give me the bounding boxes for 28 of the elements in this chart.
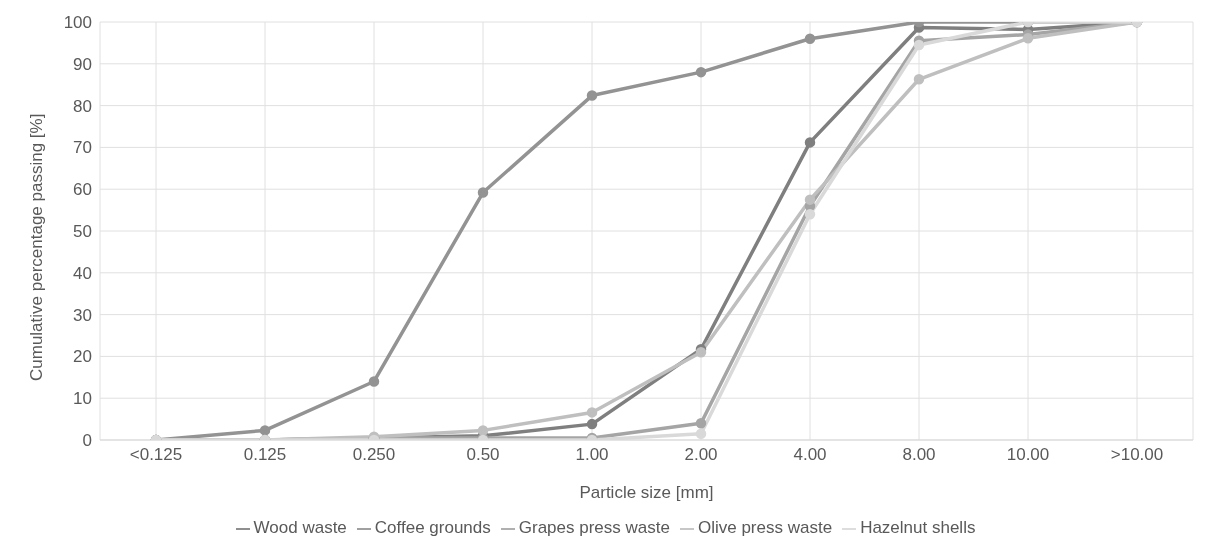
legend-label: Wood waste xyxy=(253,518,347,537)
y-tick-label: 20 xyxy=(73,347,92,367)
legend-label: Olive press waste xyxy=(697,518,833,537)
x-tick-label: 10.00 xyxy=(1006,445,1050,465)
y-tick-label: 50 xyxy=(73,222,92,242)
y-tick-label: 30 xyxy=(73,305,92,325)
legend-label: Grapes press waste xyxy=(518,518,670,537)
x-tick-label: <0.125 xyxy=(129,445,183,465)
y-tick-label: 0 xyxy=(82,431,92,451)
y-tick-label: 100 xyxy=(63,13,92,33)
y-tick-label: 70 xyxy=(73,138,92,158)
x-tick-label: 0.250 xyxy=(352,445,396,465)
y-tick-label: 10 xyxy=(73,389,92,409)
y-tick-label: 90 xyxy=(73,54,92,74)
legend-label: Coffee grounds xyxy=(374,518,491,537)
x-tick-label: 0.50 xyxy=(466,445,500,465)
x-tick-label: 8.00 xyxy=(902,445,936,465)
y-tick-label: 80 xyxy=(73,96,92,116)
x-tick-label: 4.00 xyxy=(793,445,827,465)
y-tick-label: 60 xyxy=(73,180,92,200)
x-tick-label: 1.00 xyxy=(575,445,609,465)
y-axis-title: Cumulative percentage passing [%] xyxy=(27,113,47,381)
legend-label: Hazelnut shells xyxy=(860,518,976,537)
y-tick-label: 40 xyxy=(73,263,92,283)
x-tick-label: 2.00 xyxy=(684,445,718,465)
x-tick-label: >10.00 xyxy=(1110,445,1164,465)
x-tick-label: 0.125 xyxy=(243,445,287,465)
x-axis-title: Particle size [mm] xyxy=(579,483,714,502)
